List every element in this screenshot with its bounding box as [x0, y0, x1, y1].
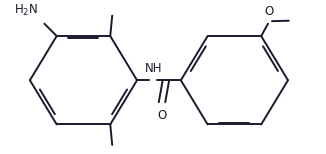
Text: O: O	[265, 5, 274, 18]
Text: O: O	[157, 109, 167, 122]
Text: H$_2$N: H$_2$N	[14, 3, 38, 18]
Text: NH: NH	[144, 62, 162, 75]
